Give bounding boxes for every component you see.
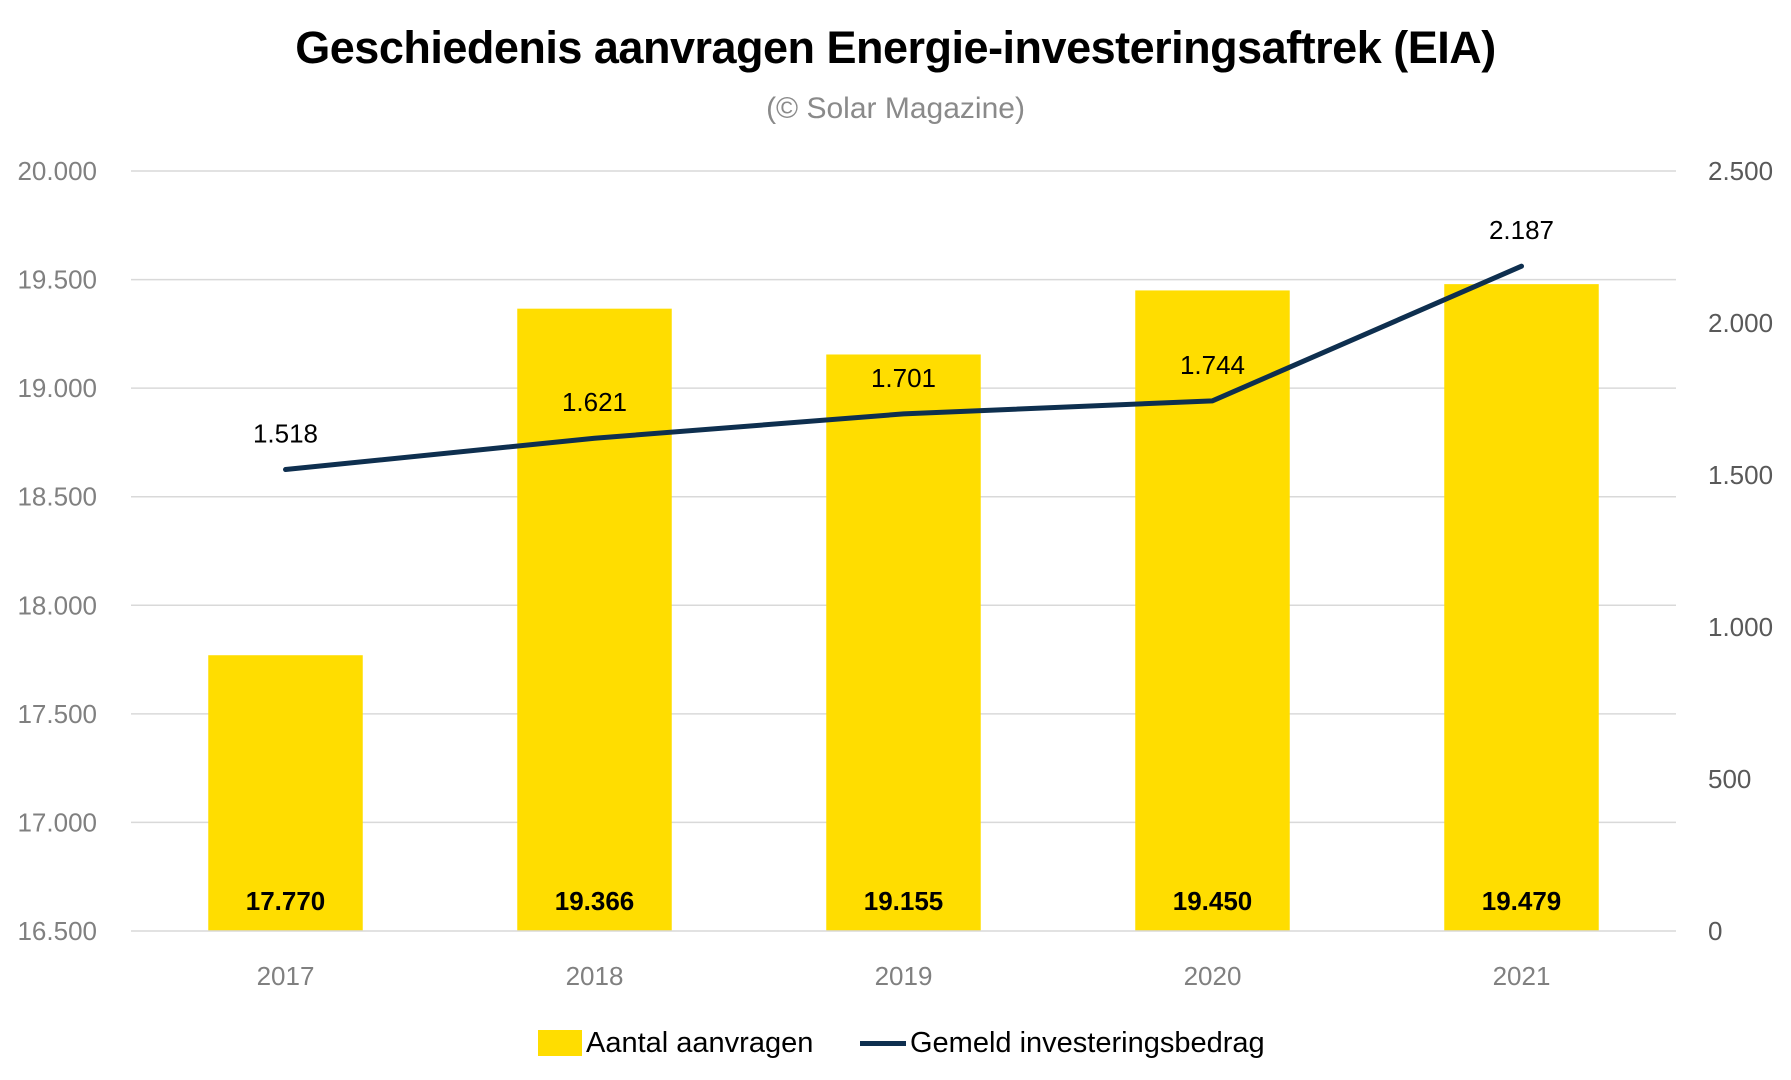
x-axis: 2017 2018 2019 2020 2021: [257, 961, 1551, 991]
bar-value-label: 19.450: [1173, 886, 1253, 916]
legend: Aantal aanvragen Gemeld investeringsbedr…: [0, 1018, 1791, 1068]
bar: [517, 308, 672, 931]
line-value-label: 1.701: [871, 363, 936, 393]
left-tick-label: 16.500: [17, 916, 97, 946]
left-tick-label: 17.000: [17, 807, 97, 837]
x-tick-label: 2019: [875, 961, 933, 991]
x-tick-label: 2017: [257, 961, 315, 991]
left-tick-label: 19.500: [17, 265, 97, 295]
right-tick-label: 1.000: [1708, 612, 1773, 642]
bar-value-label: 19.479: [1482, 886, 1562, 916]
x-tick-label: 2021: [1493, 961, 1551, 991]
bar: [1444, 284, 1599, 931]
left-axis: 16.500 17.000 17.500 18.000 18.500 19.000 19.5…: [17, 156, 97, 946]
bar-value-label: 19.366: [555, 886, 635, 916]
line-value-label: 1.518: [253, 419, 318, 449]
left-tick-label: 19.000: [17, 373, 97, 403]
right-tick-label: 2.500: [1708, 156, 1773, 186]
line-series: [283, 263, 1524, 473]
bar-data-labels: 17.770 19.366 19.155 19.450 19.479: [246, 886, 1562, 916]
bar: [208, 655, 363, 931]
legend-label: Gemeld investeringsbedrag: [910, 1026, 1265, 1059]
x-tick-label: 2018: [566, 961, 624, 991]
bar-series: [208, 284, 1599, 931]
chart-plot: 16.500 17.000 17.500 18.000 18.500 19.000 19.5…: [17, 156, 1773, 991]
legend-swatch-bar: [538, 1030, 582, 1056]
left-tick-label: 20.000: [17, 156, 97, 186]
x-tick-label: 2020: [1184, 961, 1242, 991]
left-tick-label: 18.500: [17, 482, 97, 512]
legend-label: Aantal aanvragen: [586, 1026, 814, 1059]
bar: [1135, 290, 1290, 931]
legend-item-line: Gemeld investeringsbedrag: [860, 1018, 1265, 1068]
bar-value-label: 17.770: [246, 886, 326, 916]
left-tick-label: 18.000: [17, 590, 97, 620]
line-value-label: 1.621: [562, 387, 627, 417]
right-tick-label: 500: [1708, 764, 1751, 794]
left-tick-label: 17.500: [17, 699, 97, 729]
chart-subtitle: (© Solar Magazine): [766, 92, 1025, 125]
right-axis: 0 500 1.000 1.500 2.000 2.500: [1708, 156, 1773, 946]
chart-title: Geschiedenis aanvragen Energie-investeri…: [295, 22, 1496, 73]
legend-item-bars: Aantal aanvragen: [538, 1018, 813, 1068]
right-tick-label: 0: [1708, 916, 1722, 946]
right-tick-label: 1.500: [1708, 460, 1773, 490]
line-value-label: 2.187: [1489, 215, 1554, 245]
right-tick-label: 2.000: [1708, 308, 1773, 338]
line-data-labels: 1.518 1.621 1.701 1.744 2.187: [253, 215, 1554, 448]
bar: [826, 354, 981, 931]
line-value-label: 1.744: [1180, 350, 1245, 380]
bar-value-label: 19.155: [864, 886, 944, 916]
legend-swatch-line: [860, 1040, 906, 1046]
